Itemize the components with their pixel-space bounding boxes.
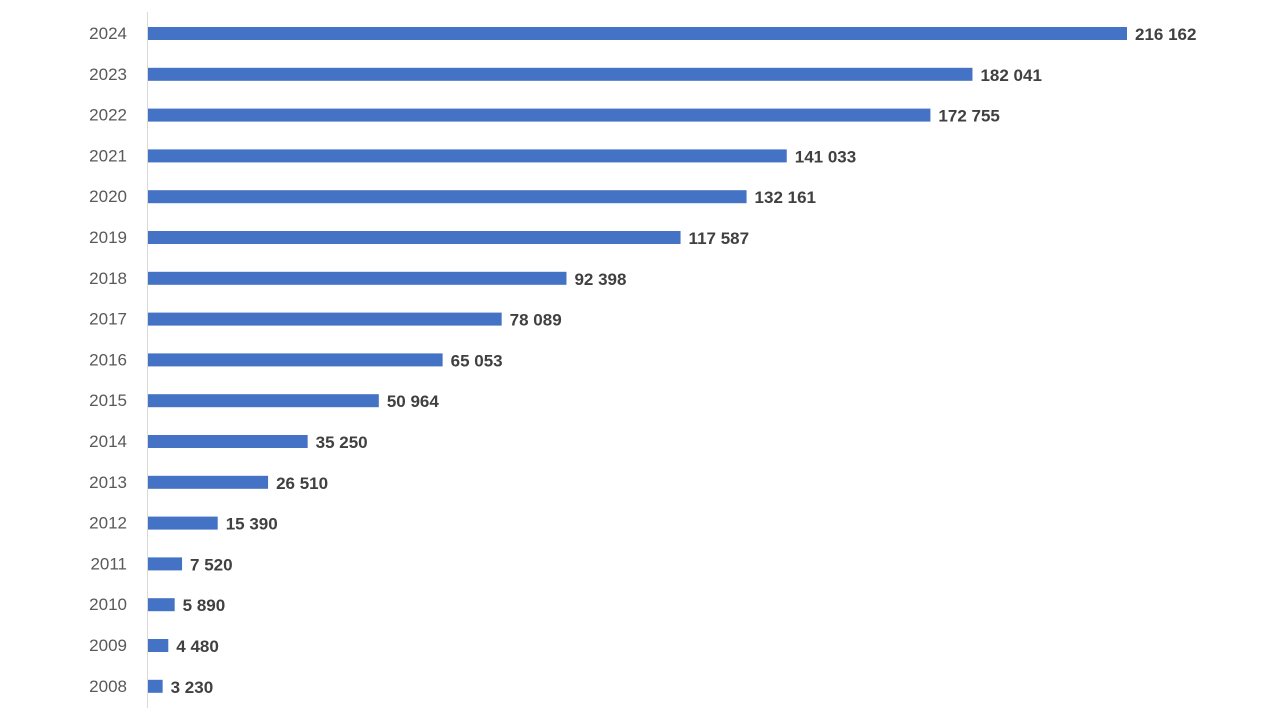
- y-tick-label: 2014: [89, 432, 127, 451]
- bar-row: 2023 182 041: [89, 65, 1042, 85]
- bar-row: 2022 172 755: [89, 106, 1000, 126]
- y-tick-label: 2022: [89, 106, 127, 125]
- bar: [148, 67, 973, 81]
- bar: [148, 312, 502, 326]
- bar-rows: 2024 216 162 2023 182 041 2022 172 755 2021 141…: [89, 24, 1196, 697]
- data-label: 35 250: [316, 433, 368, 452]
- data-label: 182 041: [980, 66, 1041, 85]
- bar: [148, 271, 567, 285]
- y-tick-label: 2009: [89, 636, 127, 655]
- bar: [148, 231, 681, 244]
- data-label: 117 587: [689, 229, 750, 248]
- bar-row: 2008 3 230: [89, 677, 213, 697]
- bar-row: 2015 50 964: [89, 391, 439, 411]
- bar: [148, 353, 443, 367]
- data-label: 141 033: [795, 147, 856, 166]
- bar: [148, 557, 183, 571]
- data-label: 78 089: [510, 311, 562, 330]
- bar: [148, 679, 163, 693]
- bar: [148, 475, 269, 489]
- bar-row: 2019 117 587: [89, 228, 749, 248]
- data-label: 7 520: [190, 555, 233, 574]
- data-label: 65 053: [451, 351, 503, 370]
- y-tick-label: 2018: [89, 269, 127, 288]
- bar: [148, 598, 175, 612]
- y-tick-label: 2017: [89, 310, 127, 329]
- bar-row: 2018 92 398: [89, 269, 626, 289]
- y-tick-label: 2011: [90, 554, 127, 573]
- bar-row: 2024 216 162: [89, 24, 1196, 44]
- data-label: 4 480: [176, 637, 219, 656]
- y-tick-label: 2023: [89, 65, 127, 84]
- y-tick-label: 2015: [89, 391, 127, 410]
- bar-row: 2011 7 520: [90, 554, 232, 574]
- data-label: 26 510: [276, 474, 328, 493]
- bar: [148, 394, 379, 408]
- bar: [148, 190, 747, 204]
- bar-row: 2012 15 390: [89, 514, 278, 534]
- y-tick-label: 2012: [89, 514, 127, 533]
- y-tick-label: 2013: [89, 473, 127, 492]
- data-label: 5 890: [183, 596, 226, 615]
- data-label: 50 964: [387, 392, 440, 411]
- bar: [148, 27, 1127, 40]
- bar-row: 2016 65 053: [89, 350, 502, 370]
- bar: [148, 108, 931, 122]
- bar-row: 2021 141 033: [89, 146, 856, 166]
- data-label: 3 230: [171, 678, 214, 697]
- y-tick-label: 2021: [89, 146, 127, 165]
- bar-row: 2010 5 890: [89, 595, 225, 615]
- y-tick-label: 2020: [89, 187, 127, 206]
- data-label: 92 398: [574, 270, 626, 289]
- bar-row: 2017 78 089: [89, 310, 561, 330]
- data-label: 15 390: [226, 515, 278, 534]
- bar: [148, 149, 787, 163]
- bar-row: 2013 26 510: [89, 473, 328, 493]
- data-label: 172 755: [938, 107, 999, 126]
- bar-row: 2014 35 250: [89, 432, 367, 452]
- y-tick-label: 2019: [89, 228, 127, 247]
- y-tick-label: 2008: [89, 677, 127, 696]
- bar: [148, 516, 218, 530]
- bar: [148, 639, 169, 652]
- y-tick-label: 2010: [89, 595, 127, 614]
- bar-row: 2009 4 480: [89, 636, 219, 656]
- bar: [148, 435, 308, 448]
- y-tick-label: 2016: [89, 350, 127, 369]
- bar-row: 2020 132 161: [89, 187, 816, 207]
- data-label: 216 162: [1135, 25, 1196, 44]
- y-tick-label: 2024: [89, 24, 127, 43]
- data-label: 132 161: [755, 188, 816, 207]
